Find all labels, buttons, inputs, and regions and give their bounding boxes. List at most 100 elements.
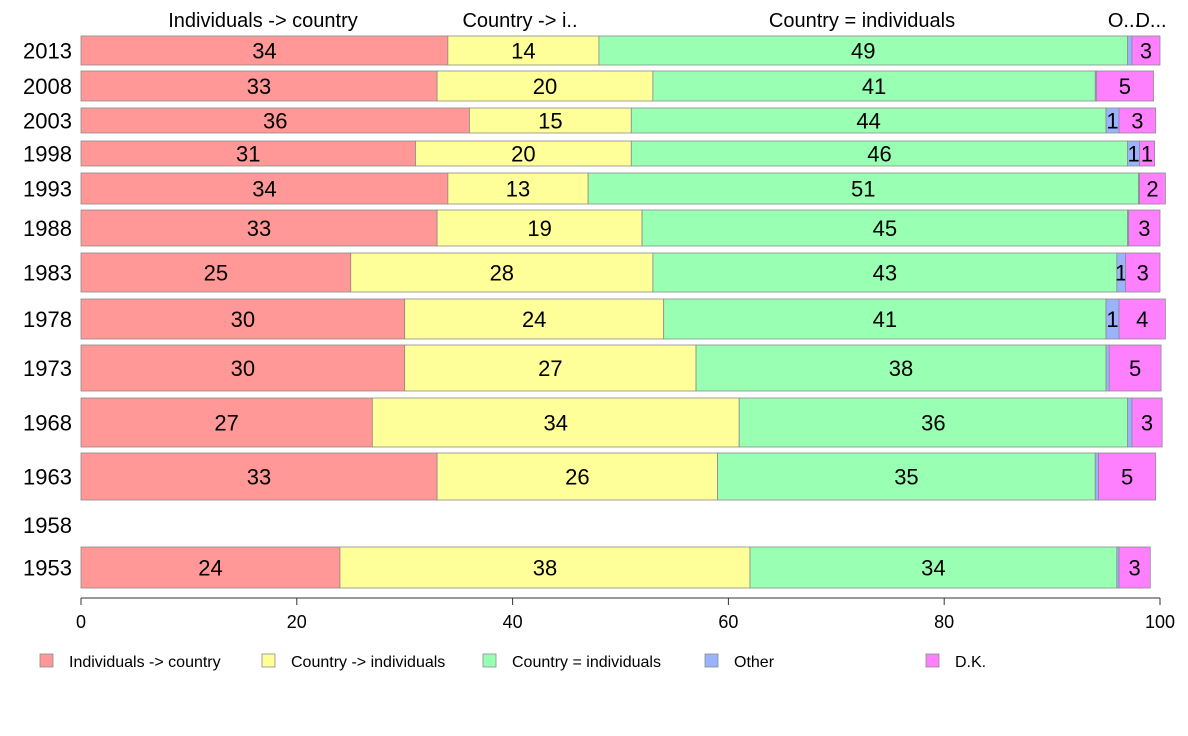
data-label: 36 [263, 109, 287, 134]
data-label: 43 [873, 261, 897, 286]
bar-segment [1095, 70, 1154, 102]
legend-label: Country -> individuals [291, 654, 445, 671]
data-label: 1 [1127, 142, 1139, 167]
legend-label: D.K. [955, 654, 986, 671]
top-series-label: D... [1135, 10, 1166, 32]
data-label: 3 [1140, 39, 1152, 64]
data-label: 41 [862, 74, 886, 99]
data-label: 34 [252, 177, 276, 202]
data-label: 20 [533, 74, 557, 99]
legend-swatch [482, 653, 497, 668]
legend-label: Other [734, 654, 775, 671]
top-series-label: Country -> i.. [462, 10, 577, 32]
data-label: 26 [565, 465, 589, 490]
data-label: 13 [506, 177, 530, 202]
legend-swatch [261, 653, 276, 668]
x-tick-label: 20 [287, 612, 307, 632]
bar-segment [436, 209, 643, 247]
bar-segment [1098, 452, 1157, 501]
row-label: 2003 [23, 109, 72, 134]
bar-segment [80, 172, 449, 205]
bar-segment [641, 209, 1129, 247]
legend-label: Country = individuals [512, 654, 661, 671]
row-label: 1978 [23, 307, 72, 332]
row-label: 1958 [23, 513, 72, 538]
bar-segment [80, 252, 352, 293]
bar-segment [350, 252, 654, 293]
data-label: 33 [247, 74, 271, 99]
data-label: 27 [214, 411, 238, 436]
bar-segment [1094, 452, 1099, 501]
bar-segment [447, 35, 600, 66]
data-label: 45 [873, 216, 897, 241]
x-tick-label: 0 [76, 612, 86, 632]
bar-segment [1125, 252, 1161, 293]
bar-segment [436, 70, 654, 102]
data-label: 1 [1106, 109, 1118, 134]
bar-segment [663, 298, 1107, 340]
data-label: 3 [1137, 261, 1149, 286]
data-label: 46 [867, 142, 891, 167]
bar-segment [1127, 35, 1133, 66]
data-label: 28 [490, 261, 514, 286]
bar-segment [1127, 397, 1133, 448]
data-label: 35 [894, 465, 918, 490]
data-label: 31 [236, 142, 260, 167]
bar-segment [749, 546, 1118, 589]
row-label: 2013 [23, 39, 72, 64]
bar-segment [415, 140, 632, 167]
data-label: 5 [1121, 465, 1133, 490]
bar-segment [1128, 209, 1161, 247]
data-label: 1 [1106, 307, 1118, 332]
bar-segment [80, 140, 416, 167]
row-label: 1953 [23, 556, 72, 581]
legend-swatch [925, 653, 940, 668]
data-label: 30 [231, 356, 255, 381]
x-tick-label: 60 [718, 612, 738, 632]
data-label: 33 [247, 216, 271, 241]
data-label: 1 [1141, 142, 1153, 167]
row-label: 1973 [23, 356, 72, 381]
bar-segment [80, 209, 438, 247]
bar-segment [738, 397, 1129, 448]
bar-segment [404, 298, 665, 340]
bar-segment [447, 172, 589, 205]
legend-label: Individuals -> country [69, 654, 221, 671]
data-label: 49 [851, 39, 875, 64]
legend-swatch [39, 653, 54, 668]
bar-segment [1118, 107, 1157, 134]
data-label: 34 [252, 39, 276, 64]
data-label: 34 [921, 556, 945, 581]
data-label: 44 [856, 109, 880, 134]
bar-segment [1118, 546, 1151, 589]
data-label: 25 [204, 261, 228, 286]
data-label: 5 [1129, 356, 1141, 381]
row-label: 1998 [23, 142, 72, 167]
data-label: 24 [198, 556, 222, 581]
bar-segment [1139, 140, 1156, 167]
bar-segment [80, 70, 438, 102]
data-label: 3 [1131, 109, 1143, 134]
bar-segment [1105, 344, 1110, 392]
data-label: 2 [1146, 177, 1158, 202]
bar-segment [80, 397, 373, 448]
bar-segment [1139, 172, 1166, 205]
data-label: 3 [1141, 411, 1153, 436]
bar-segment [404, 344, 697, 392]
bar-segment [80, 452, 438, 501]
legend-swatch [704, 653, 719, 668]
bar-segment [80, 107, 470, 134]
bar-segment [1131, 35, 1161, 66]
row-label: 1963 [23, 465, 72, 490]
data-label: 51 [851, 177, 875, 202]
bar-segment [80, 298, 406, 340]
data-label: 41 [873, 307, 897, 332]
data-label: 1 [1115, 261, 1127, 286]
data-label: 5 [1119, 74, 1131, 99]
data-label: 24 [522, 307, 546, 332]
data-label: 15 [538, 109, 562, 134]
data-label: 36 [921, 411, 945, 436]
data-label: 20 [511, 142, 535, 167]
data-label: 34 [544, 411, 568, 436]
bar-segment [630, 140, 1129, 167]
